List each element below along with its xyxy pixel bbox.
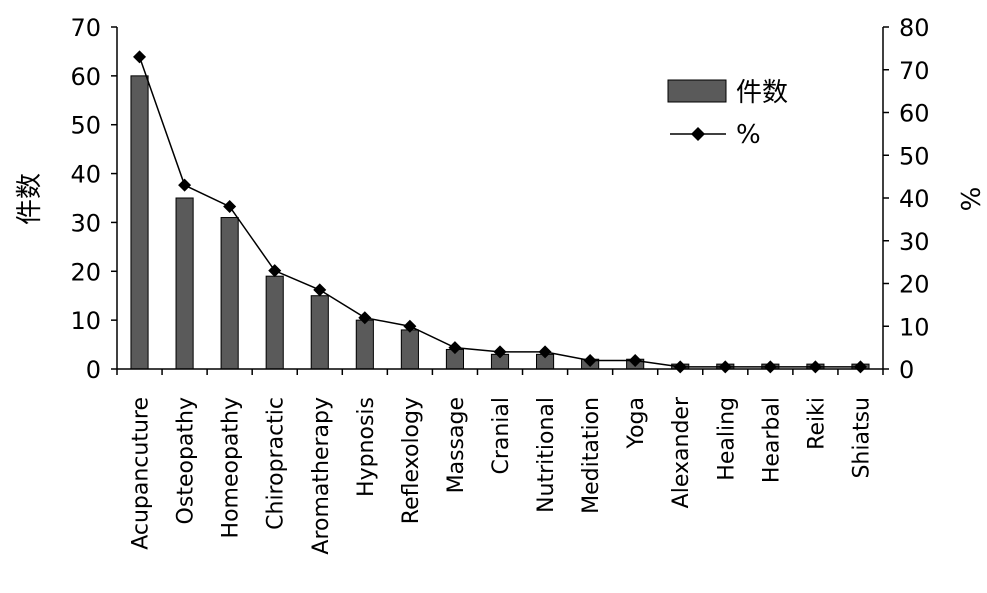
- right-tick-label: 70: [899, 57, 930, 85]
- line-point: [268, 264, 282, 278]
- category-label: Aromatherapy: [309, 397, 334, 555]
- y2-axis-title: %: [957, 187, 987, 212]
- category-label: Acupancuture: [129, 397, 154, 550]
- left-tick-label: 10: [70, 307, 101, 335]
- legend-bar-swatch: [667, 79, 727, 103]
- left-tick-label: 40: [70, 161, 101, 189]
- left-tick-label: 60: [70, 63, 101, 91]
- right-axis: 0 10 20 30 40 50 60 70 80: [882, 14, 930, 384]
- category-label: Reflexology: [399, 397, 424, 524]
- line-point: [493, 345, 507, 359]
- category-label: Shiatsu: [849, 397, 874, 479]
- category-label: Massage: [444, 397, 469, 493]
- category-label: Homeopathy: [219, 397, 244, 538]
- line-point: [178, 178, 192, 192]
- line-point: [223, 200, 237, 214]
- bar: [400, 329, 419, 370]
- category-label: Hypnosis: [354, 397, 379, 497]
- right-tick-label: 30: [899, 228, 930, 256]
- left-tick-label: 0: [86, 356, 101, 384]
- line-point: [358, 311, 372, 325]
- legend-line-marker: [691, 127, 705, 141]
- left-axis: 0 10 20 30 40 50 60 70: [70, 14, 118, 384]
- line-point: [133, 50, 147, 64]
- line-point: [313, 283, 327, 297]
- legend-bar-label: 件数: [736, 78, 788, 108]
- category-label: Chiropractic: [264, 397, 289, 530]
- left-tick-label: 30: [70, 209, 101, 237]
- bar: [220, 217, 239, 370]
- line-point: [448, 341, 462, 355]
- left-tick-label: 20: [70, 258, 101, 286]
- bar: [310, 295, 329, 370]
- left-tick-label: 70: [70, 14, 101, 42]
- bar: [175, 197, 194, 370]
- legend-line-label: %: [736, 120, 761, 150]
- line-point: [718, 360, 732, 374]
- right-tick-label: 20: [899, 271, 930, 299]
- left-tick-label: 50: [70, 112, 101, 140]
- x-axis: Acupancuture Osteopathy Homeopathy Chiropra…: [116, 368, 884, 555]
- line-point: [853, 360, 867, 374]
- category-label: Nutritional: [534, 397, 559, 513]
- right-tick-label: 80: [899, 14, 930, 42]
- right-tick-label: 0: [899, 356, 914, 384]
- right-tick-label: 10: [899, 313, 930, 341]
- right-tick-label: 40: [899, 185, 930, 213]
- category-label: Meditation: [579, 397, 604, 514]
- line-point: [763, 360, 777, 374]
- line-point: [538, 345, 552, 359]
- line-point: [583, 353, 597, 367]
- bar: [355, 319, 374, 370]
- category-label: Healing: [714, 397, 739, 481]
- legend: 件数 %: [667, 78, 788, 150]
- category-label: Reiki: [804, 397, 829, 450]
- right-tick-label: 60: [899, 100, 930, 128]
- category-label: Yoga: [624, 397, 649, 449]
- y-axis-title: 件数: [15, 173, 45, 225]
- category-label: Alexander: [669, 396, 694, 508]
- line-point: [628, 353, 642, 367]
- bar: [265, 275, 284, 370]
- line-point: [808, 360, 822, 374]
- line-series: [133, 50, 867, 374]
- line-point: [673, 360, 687, 374]
- category-label: Hearbal: [759, 397, 784, 483]
- category-label: Cranial: [489, 397, 514, 475]
- category-label: Osteopathy: [174, 397, 199, 524]
- bar: [130, 75, 149, 370]
- right-tick-label: 50: [899, 142, 930, 170]
- line-point: [403, 319, 417, 333]
